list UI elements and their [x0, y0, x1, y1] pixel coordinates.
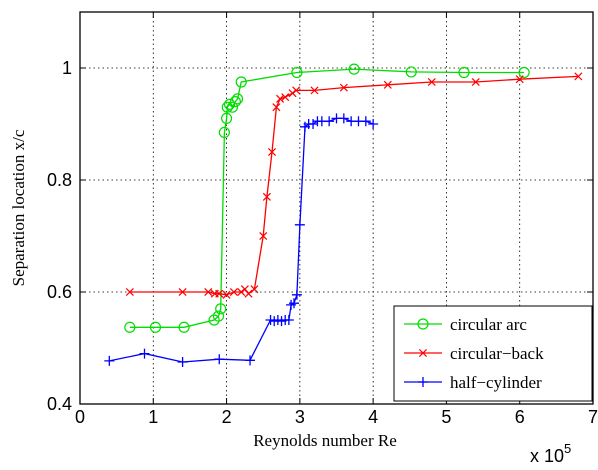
x-tick-label: 1 [148, 407, 158, 427]
data-point-marker [308, 119, 319, 129]
series-line [129, 68, 525, 328]
data-point-marker [124, 321, 136, 333]
x-tick-label: 0 [75, 407, 85, 427]
data-point-marker [178, 321, 190, 333]
legend-label: circular−back [450, 344, 544, 363]
data-point-marker [215, 303, 227, 315]
data-point-marker [267, 147, 277, 157]
series-1 [125, 72, 583, 299]
data-point-marker [104, 355, 115, 366]
legend-label: half−cylinder [450, 373, 542, 392]
data-point-marker [204, 287, 213, 297]
data-point-marker [149, 321, 162, 333]
data-point-marker [235, 76, 247, 88]
data-point-marker [178, 287, 187, 297]
data-point-marker [427, 77, 436, 87]
data-point-marker [283, 315, 294, 325]
data-point-marker [215, 289, 224, 298]
data-point-marker [383, 80, 392, 89]
y-tick-label: 0.8 [47, 170, 72, 190]
data-point-marker [139, 348, 150, 359]
x-tick-label: 3 [295, 407, 305, 427]
data-point-marker [229, 95, 241, 108]
data-point-marker [262, 192, 271, 201]
y-tick-label: 1 [62, 58, 72, 78]
x-axis-multiplier: x 105 [530, 441, 571, 466]
data-point-marker [471, 77, 480, 87]
data-point-marker [574, 72, 583, 81]
data-point-marker [518, 66, 530, 79]
data-point-marker [276, 94, 285, 103]
data-point-marker [458, 66, 470, 79]
x-axis-multiplier-exponent: 5 [564, 441, 571, 456]
data-point-marker [291, 66, 303, 79]
series-2 [104, 113, 379, 367]
plot-frame [79, 11, 594, 405]
data-point-marker [360, 116, 371, 127]
axis-ticks: 0 1 2 3 4 5 6 7 0.4 0.6 0.8 1 [47, 12, 598, 427]
y-axis-label: Separation location x/c [9, 129, 28, 286]
data-point-marker [288, 298, 299, 309]
x-tick-label: 2 [222, 407, 232, 427]
data-point-marker [237, 287, 246, 297]
data-point-marker [223, 98, 236, 111]
data-point-marker [229, 287, 238, 297]
data-point-marker [259, 231, 268, 241]
data-point-marker [272, 103, 281, 112]
data-point-marker [214, 354, 225, 365]
x-tick-label: 4 [368, 407, 378, 427]
data-point-marker [291, 289, 302, 300]
data-point-marker [125, 287, 134, 297]
data-point-marker [418, 348, 428, 358]
data-point-marker [294, 219, 305, 230]
data-point-marker [177, 357, 188, 367]
data-point-marker [250, 285, 259, 294]
data-point-marker [338, 113, 349, 124]
series-line [129, 75, 579, 296]
data-point-marker [417, 318, 429, 330]
data-point-marker [339, 83, 348, 92]
x-tick-label: 6 [515, 407, 525, 427]
data-point-marker [221, 101, 233, 113]
data-point-marker [226, 101, 239, 113]
data-point-marker [310, 86, 319, 95]
x-axis-multiplier-base: x 10 [530, 446, 564, 466]
y-tick-label: 0.6 [47, 282, 72, 302]
series-layer [104, 63, 583, 367]
x-axis-label: Reynolds number Re [253, 431, 397, 450]
data-point-marker [515, 75, 524, 84]
data-point-marker [324, 116, 335, 127]
x-tick-label: 7 [588, 407, 598, 427]
series-0 [124, 63, 530, 333]
data-point-marker [244, 289, 253, 298]
data-point-marker [245, 355, 256, 366]
series-line [109, 117, 374, 363]
y-tick-label: 0.4 [47, 394, 72, 414]
data-point-marker [218, 126, 230, 138]
data-point-marker [281, 93, 290, 102]
legend: circular arc circular−back half−cylinder [393, 305, 593, 402]
data-point-marker [288, 89, 297, 98]
data-point-marker [220, 112, 233, 125]
data-point-marker [405, 66, 417, 78]
data-point-marker [348, 63, 360, 75]
data-point-marker [231, 93, 244, 105]
data-point-marker [368, 119, 379, 129]
data-point-marker [222, 290, 231, 299]
data-point-marker [212, 310, 225, 322]
data-point-marker [418, 377, 428, 387]
legend-label: circular arc [450, 315, 527, 334]
data-point-marker [292, 86, 301, 95]
x-tick-label: 5 [441, 407, 451, 427]
